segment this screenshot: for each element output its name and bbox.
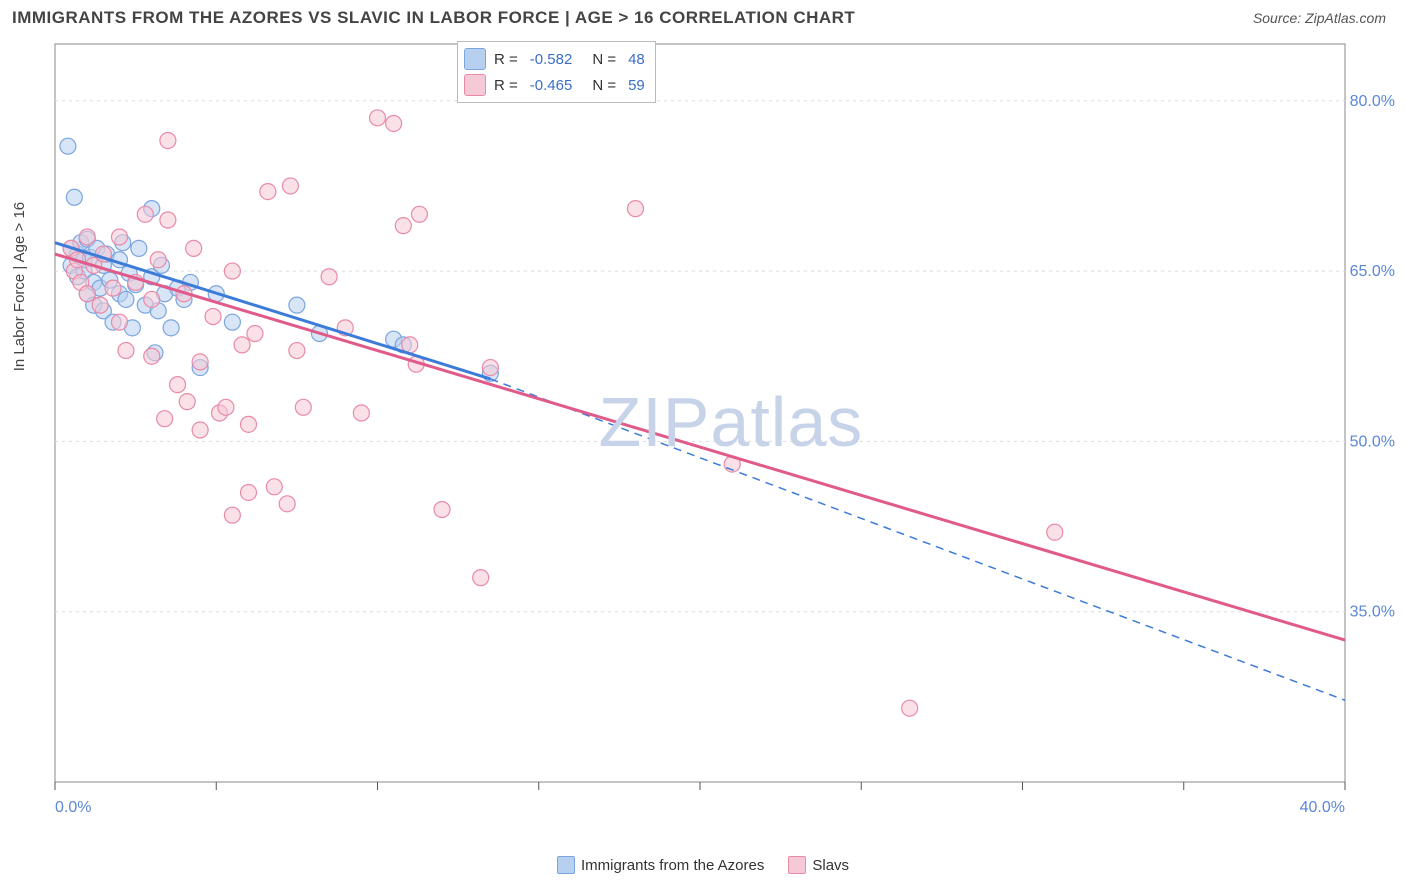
source-label: Source: ZipAtlas.com: [1253, 10, 1386, 26]
chart-area: 35.0%50.0%65.0%80.0%0.0%40.0% ZIPatlas R…: [5, 36, 1401, 876]
corr-r-label: R =: [494, 51, 518, 68]
svg-text:65.0%: 65.0%: [1350, 263, 1395, 280]
corr-n-value: 48: [628, 51, 645, 68]
legend-swatch-icon: [464, 48, 486, 70]
corr-legend-row: R = -0.582 N = 48: [464, 46, 645, 72]
series-legend: Immigrants from the Azores Slavs: [5, 856, 1401, 874]
corr-r-label: R =: [494, 77, 518, 94]
svg-text:40.0%: 40.0%: [1300, 799, 1345, 816]
svg-text:50.0%: 50.0%: [1350, 433, 1395, 450]
corr-n-label: N =: [592, 77, 616, 94]
svg-text:0.0%: 0.0%: [55, 799, 91, 816]
legend-swatch-icon: [788, 856, 806, 874]
legend-swatch-icon: [557, 856, 575, 874]
legend-swatch-icon: [464, 74, 486, 96]
legend-label: Slavs: [812, 857, 849, 874]
corr-r-value: -0.465: [530, 77, 573, 94]
corr-r-value: -0.582: [530, 51, 573, 68]
legend-item: Immigrants from the Azores: [557, 856, 764, 874]
chart-svg: 35.0% 50.0% 65.0% 80.0% 0.0% 40.0%: [5, 36, 1401, 836]
y-axis-label: In Labor Force | Age > 16: [11, 202, 28, 371]
corr-legend-row: R = -0.465 N = 59: [464, 72, 645, 98]
corr-n-label: N =: [592, 51, 616, 68]
correlation-legend: R = -0.582 N = 48 R = -0.465 N = 59: [457, 41, 656, 103]
svg-text:35.0%: 35.0%: [1350, 604, 1395, 621]
svg-text:80.0%: 80.0%: [1350, 93, 1395, 110]
legend-item: Slavs: [788, 856, 849, 874]
corr-n-value: 59: [628, 77, 645, 94]
legend-label: Immigrants from the Azores: [581, 857, 764, 874]
chart-header: IMMIGRANTS FROM THE AZORES VS SLAVIC IN …: [0, 0, 1406, 36]
chart-title: IMMIGRANTS FROM THE AZORES VS SLAVIC IN …: [12, 8, 855, 28]
